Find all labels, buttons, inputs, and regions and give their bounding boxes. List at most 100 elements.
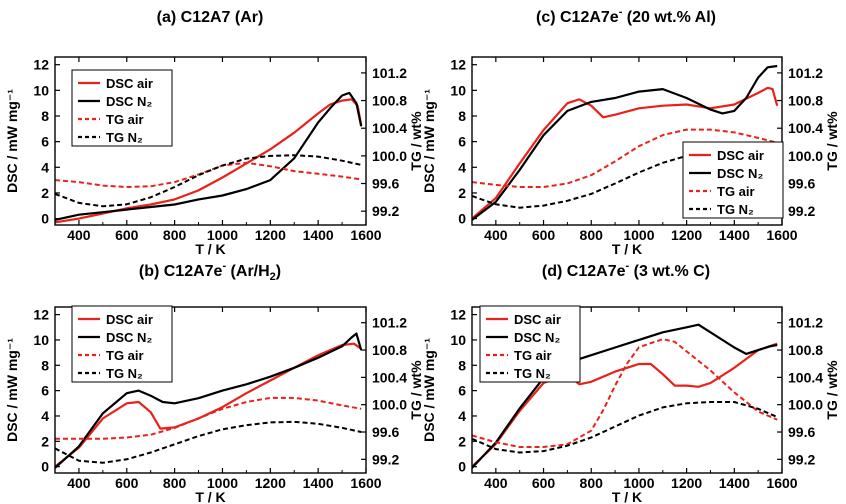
x-tick-label: 1200 [671,227,702,243]
series-n2-dsc [55,91,363,221]
y-left-tick-label: 2 [41,185,49,201]
legend: DSC air DSC N₂ TG air TG N₂ [71,305,173,383]
y-left-tick-label: 4 [458,408,466,424]
y-left-tick-label: 8 [41,108,49,124]
panel-title: (a) C12A7 (Ar) [157,9,264,26]
y-right-tick-label: 100.0 [372,397,407,413]
y-left-tick-label: 10 [33,332,49,348]
y-right-tick-label: 99.6 [788,424,815,440]
x-tick-label: 1200 [671,475,702,491]
y-right-tick-label: 100.4 [788,120,823,136]
x-tick-label: 1400 [719,227,750,243]
x-tick-label: 400 [67,475,91,491]
y-right-tick-label: 100.8 [788,342,823,358]
x-tick-label: 1400 [719,475,750,491]
title-main: (c) C12A7e [536,9,619,26]
y-right-tick-label: 99.6 [372,424,399,440]
y-right-tick-label: 100.0 [788,148,823,164]
y-left-tick-label: 12 [450,307,466,323]
x-tick-label: 400 [67,227,91,243]
series-group [472,323,778,469]
x-tick-label: 1000 [623,475,654,491]
y-left-tick-label: 2 [458,433,466,449]
x-tick-label: 400 [484,227,508,243]
legend-label: DSC air [717,148,764,163]
x-axis-label: T / K [195,241,225,257]
y-left-tick-label: 8 [458,357,466,373]
legend-label: TG N₂ [106,130,143,145]
plot-frame [54,306,367,474]
title-tail: (Ar) [230,9,263,26]
y-left-tick-label: 12 [33,57,49,73]
legend-label: TG air [106,348,144,363]
plot-frame [471,306,783,474]
title-main: (b) C12A7e [139,263,223,280]
x-tick-label: 1600 [350,475,381,491]
y-left-tick-label: 12 [450,57,466,73]
legend-label: DSC N₂ [106,330,152,345]
x-axis-label: T / K [612,489,642,504]
y-left-axis-label: DSC / mW mg⁻¹ [4,338,20,442]
series-n2-tg [55,420,362,464]
title-tail: (20 wt.% Al) [622,9,716,26]
legend-label: TG N₂ [514,366,551,381]
y-left-tick-label: 10 [450,332,466,348]
y-left-tick-label: 8 [41,357,49,373]
x-tick-label: 1000 [207,475,238,491]
series-group [55,91,363,224]
x-tick-label: 600 [532,475,556,491]
y-left-axis-label: DSC / mW mg⁻¹ [421,89,437,193]
y-left-tick-label: 10 [450,82,466,98]
legend-label: DSC air [514,312,561,327]
y-right-tick-label: 99.2 [372,451,399,467]
y-left-tick-label: 0 [41,211,49,227]
y-left-tick-label: 0 [458,211,466,227]
legend-label: DSC air [106,76,153,91]
y-right-tick-label: 99.6 [788,176,815,192]
x-tick-label: 1600 [350,227,381,243]
y-left-tick-label: 0 [458,459,466,475]
series-n2-tg [472,401,778,454]
series-air-tg [472,338,778,448]
legend-label: DSC N₂ [717,166,763,181]
x-tick-label: 800 [580,227,604,243]
y-right-tick-label: 101.2 [788,65,823,81]
y-left-tick-label: 2 [458,185,466,201]
y-right-axis-label: TG / wt% [824,111,840,171]
x-tick-label: 600 [115,227,139,243]
x-tick-label: 1400 [303,475,334,491]
y-right-tick-label: 100.4 [372,120,407,136]
title-tail: (3 wt.% C) [629,263,710,280]
series-group [55,332,363,469]
legend-label: TG N₂ [106,366,143,381]
y-right-tick-label: 100.8 [788,93,823,109]
x-tick-label: 1200 [255,227,286,243]
y-right-axis-label: TG / wt% [824,360,840,420]
legend-label: DSC N₂ [514,330,560,345]
y-right-tick-label: 99.2 [372,203,399,219]
y-left-tick-label: 4 [41,408,49,424]
series-n2-tg [472,148,778,209]
legend-label: TG air [106,112,144,127]
y-right-tick-label: 99.2 [788,451,815,467]
x-tick-label: 800 [580,475,604,491]
panel-4: (d) C12A7e- (3 wt.% C) 400 600 800 1000 1200 1… [421,260,840,504]
series-air-dsc [472,86,779,220]
title-sup: - [626,260,630,272]
title-tail: (Ar/H [226,263,270,280]
y-right-tick-label: 101.2 [788,315,823,331]
legend-label: TG N₂ [717,202,754,217]
y-left-tick-label: 6 [458,134,466,150]
series-n2-dsc [472,323,778,469]
title-main: (a) C12A7 [157,9,231,26]
x-tick-label: 600 [532,227,556,243]
x-tick-label: 1600 [766,227,797,243]
y-left-tick-label: 8 [458,108,466,124]
title-main: (d) C12A7e [542,263,626,280]
title-tail2: ) [276,263,281,280]
x-tick-label: 600 [115,475,139,491]
y-left-tick-label: 6 [41,383,49,399]
series-air-dsc [472,342,778,468]
x-tick-label: 1400 [303,227,334,243]
y-right-tick-label: 99.2 [788,203,815,219]
